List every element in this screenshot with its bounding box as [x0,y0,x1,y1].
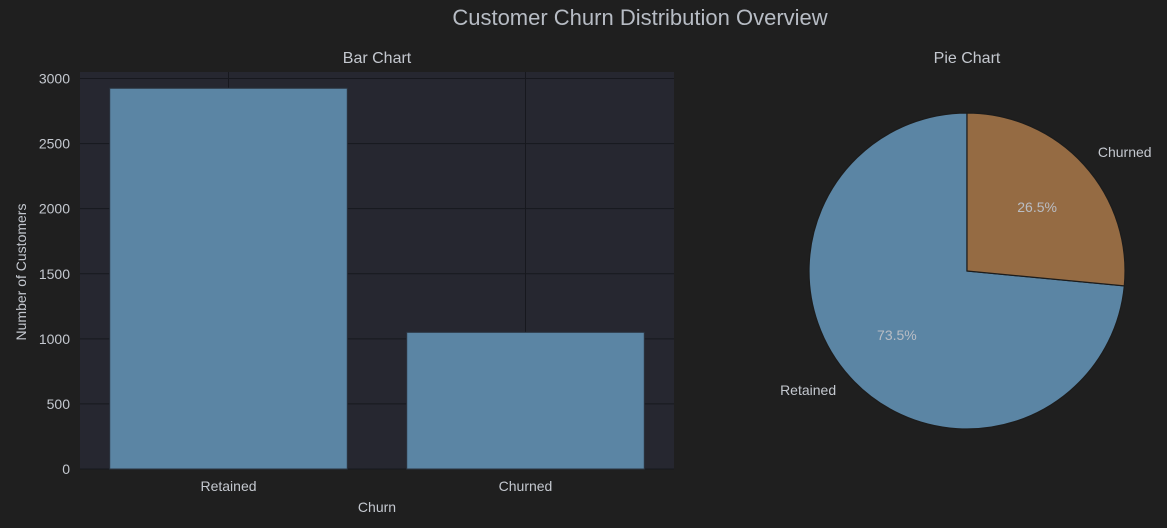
bar-chart-x-tick-label: Churned [499,478,553,494]
pie-chart-labels: 73.5% Retained 26.5% Churned [780,144,1152,398]
bar-chart-x-ticks: Retained Churned [200,478,552,494]
bar-churned [406,331,645,470]
pie-category-label: Churned [1098,144,1152,160]
bar-chart-title: Bar Chart [343,50,412,67]
bar-chart-panel: Bar Chart 0 500 1000 1500 2000 2500 3000 Retai… [13,50,674,515]
pie-chart-title: Pie Chart [934,50,1001,67]
pie-chart-slices [808,112,1126,430]
bar-retained [109,87,348,470]
bar-chart-y-tick-label: 1000 [39,331,70,347]
bar-chart-y-tick-label: 2000 [39,201,70,217]
bar-chart-y-axis-label: Number of Customers [13,204,29,341]
bar-chart-bars [109,87,645,470]
figure-title: Customer Churn Distribution Overview [452,5,827,30]
bar-chart-y-tick-label: 0 [62,461,70,477]
bar-chart-x-axis-label: Churn [358,499,396,515]
bar-chart-y-ticks: 0 500 1000 1500 2000 2500 3000 [39,71,70,477]
pie-slice-churned [966,112,1126,287]
pie-percent-label: 73.5% [877,327,917,343]
bar-chart-x-tick-label: Retained [200,478,256,494]
bar-chart-y-tick-label: 3000 [39,71,70,87]
pie-chart-panel: Pie Chart 73.5% Retained 26.5% Churned [780,50,1152,430]
pie-percent-label: 26.5% [1017,199,1057,215]
bar-chart-y-tick-label: 2500 [39,136,70,152]
bar-chart-y-tick-label: 500 [47,396,71,412]
pie-category-label: Retained [780,382,836,398]
bar-chart-y-tick-label: 1500 [39,266,70,282]
